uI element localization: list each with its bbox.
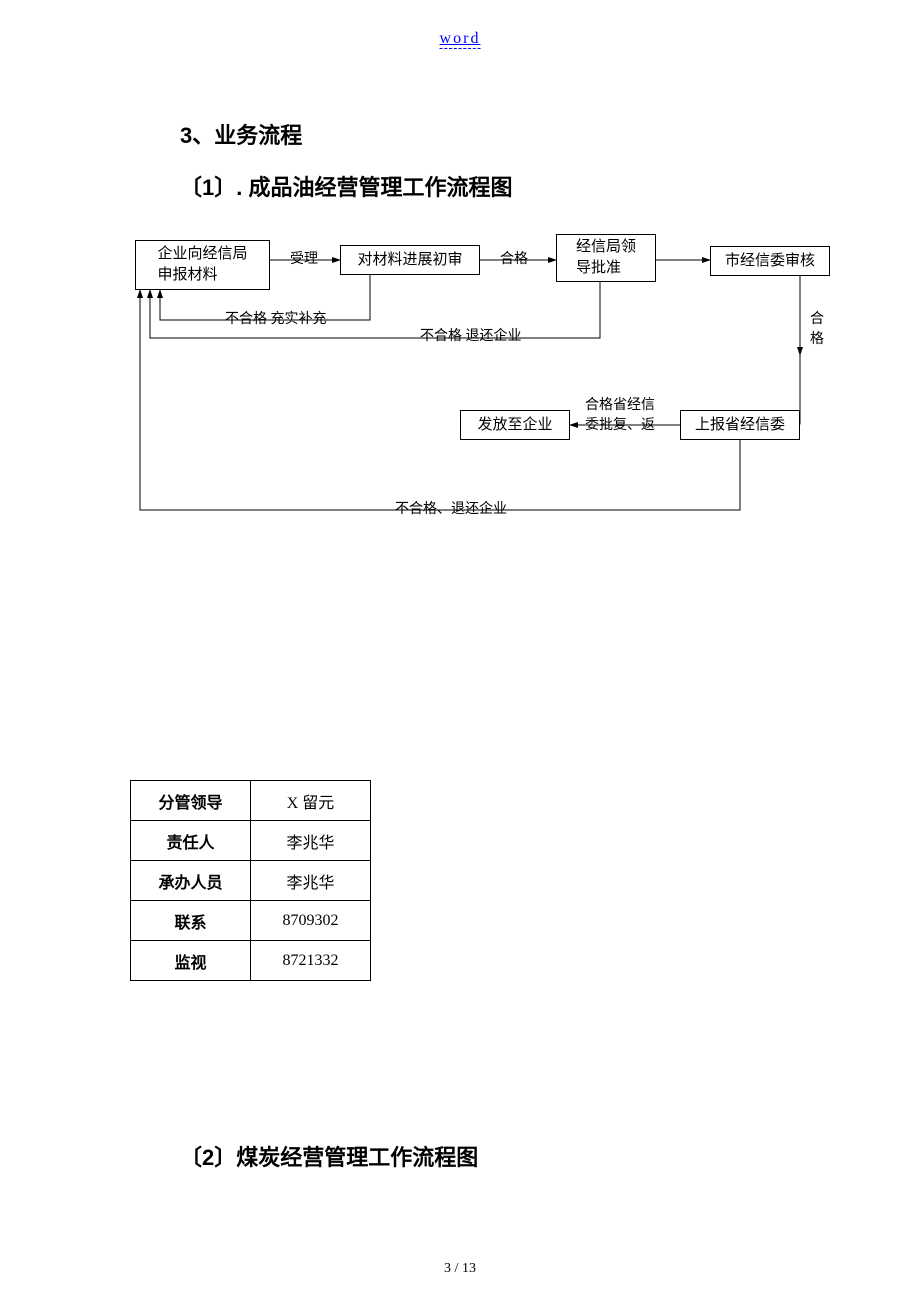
table-value: 李兆华 <box>251 821 371 861</box>
flowchart-oil-management: 企业向经信局申报材料 对材料进展初审 经信局领导批准 市经信委审核上报省经信委 发放至企… <box>0 220 920 570</box>
table-row: 联系8709302 <box>131 901 371 941</box>
flow-label-1: 合格 <box>500 248 528 268</box>
flow-node-n1: 企业向经信局申报材料 <box>135 240 270 290</box>
table-label: 联系 <box>131 901 251 941</box>
heading-section-3: 3、业务流程 <box>180 118 302 150</box>
flow-label-4: 合格 <box>810 308 824 348</box>
heading-sub-2: 〔2〕煤炭经营管理工作流程图 <box>180 1140 478 1172</box>
flow-label-3: 不合格 退还企业 <box>420 325 522 345</box>
flow-node-n3: 经信局领导批准 <box>556 234 656 282</box>
table-label: 责任人 <box>131 821 251 861</box>
flow-node-n6: 发放至企业 <box>460 410 570 440</box>
table-value: 8709302 <box>251 901 371 941</box>
info-table: 分管领导X 留元责任人李兆华承办人员李兆华联系8709302监视8721332 <box>130 780 371 981</box>
flow-label-5: 合格省经信委批复、返 <box>585 394 655 434</box>
table-value: 李兆华 <box>251 861 371 901</box>
table-label: 监视 <box>131 941 251 981</box>
table-label: 承办人员 <box>131 861 251 901</box>
table-row: 监视8721332 <box>131 941 371 981</box>
heading-sub-1: 〔1〕. 成品油经营管理工作流程图 <box>180 170 512 202</box>
table-row: 承办人员李兆华 <box>131 861 371 901</box>
table-value: 8721332 <box>251 941 371 981</box>
table-label: 分管领导 <box>131 781 251 821</box>
page-number: 3 / 13 <box>444 1261 476 1277</box>
flow-edge-4 <box>150 282 600 338</box>
table-row: 分管领导X 留元 <box>131 781 371 821</box>
flow-node-n5: 上报省经信委 <box>680 410 800 440</box>
flow-label-6: 不合格、退还企业 <box>395 498 507 518</box>
table-row: 责任人李兆华 <box>131 821 371 861</box>
flow-label-2: 不合格 充实补充 <box>225 308 327 328</box>
flow-label-0: 受理 <box>290 248 318 268</box>
header-link[interactable]: word <box>440 30 481 49</box>
flow-node-n4: 市经信委审核 <box>710 246 830 276</box>
table-value: X 留元 <box>251 781 371 821</box>
flow-node-n2: 对材料进展初审 <box>340 245 480 275</box>
